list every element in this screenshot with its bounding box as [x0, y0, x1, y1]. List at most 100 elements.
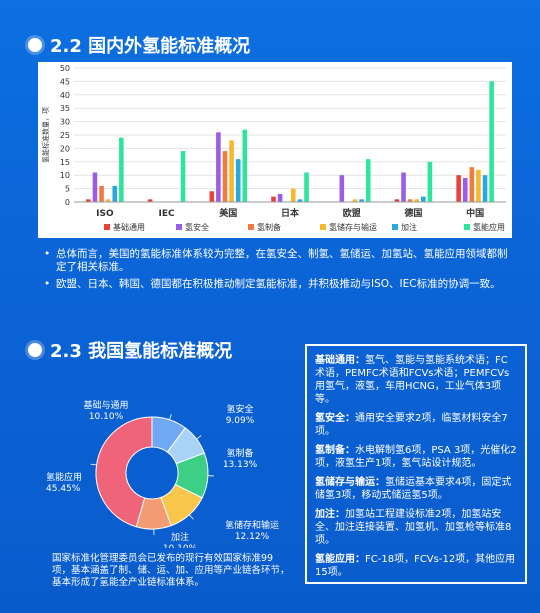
x-tick-label: ISO	[96, 209, 114, 219]
bar	[105, 199, 111, 202]
legend-label: 加注	[401, 222, 417, 232]
y-tick-label: 25	[60, 131, 70, 140]
slice-value-label: 9.09%	[226, 416, 255, 426]
slice-name-label: 氢安全	[226, 403, 253, 415]
y-tick-label: 50	[60, 64, 70, 73]
detail-label: 氢能应用：	[315, 554, 365, 565]
y-tick-label: 35	[60, 104, 70, 113]
bar	[339, 175, 345, 202]
x-tick-label: 日本	[281, 207, 300, 219]
detail-text: 氢储运基本要求4项，固定式储氢3项，移动式储运氢5项。	[315, 477, 512, 501]
y-tick-label: 10	[60, 171, 70, 180]
bar	[222, 151, 228, 202]
bar-chart: 0 5 10 15 20 25 30 35 40 45 50 氢能标准数量，项 ISO IEC 美国 日本 欧盟…	[41, 64, 506, 232]
bar	[277, 193, 283, 202]
detail-text: FC-18项，FCVs-12项，其他应用15项。	[315, 554, 516, 578]
bar	[229, 140, 234, 202]
slice-value-label: 10.10%	[163, 544, 198, 548]
summary-bullet: 总体而言，美国的氢能标准体系较为完整，在氢安全、制氢、氢储运、加氢站、氢能应用领…	[44, 248, 514, 274]
donut-chart: 基础与通用10.10%氢安全9.09%氢制备13.13%氢储存和输运12.12%…	[46, 399, 279, 554]
detail-label: 加注：	[315, 509, 345, 520]
detail-label: 基础通用：	[315, 355, 365, 366]
slice-value-label: 13.13%	[223, 460, 258, 470]
summary-bullets: 总体而言，美国的氢能标准体系较为完整，在氢安全、制氢、氢储运、加氢站、氢能应用领…	[44, 248, 514, 295]
detail-item: 基础通用：氢气、氢能与氢能系统术语；FC术语，PEMFC术语和FCVs术语；PE…	[315, 354, 517, 406]
slice-name-label: 氢能应用	[46, 471, 82, 483]
legend-label: 氢安全	[185, 222, 209, 232]
bar-chart-panel: 0 5 10 15 20 25 30 35 40 45 50 氢能标准数量，项 ISO IEC 美国 日本 欧盟…	[38, 62, 512, 238]
leader-line	[90, 463, 97, 466]
slice-value-label: 12.12%	[235, 532, 270, 542]
bar	[297, 199, 303, 202]
leader-line	[169, 413, 172, 420]
y-tick-label: 5	[65, 185, 70, 194]
bar	[180, 151, 186, 202]
bar	[99, 185, 104, 202]
bar	[462, 177, 468, 202]
detail-item: 氢制备：水电解制氢6项，PSA 3项，光催化2项，液氢生产1项，氢气站设计规范。	[315, 444, 517, 470]
legend-label: 氢制备	[257, 222, 281, 232]
pie-description: 国家标准化管理委员会已发布的现行有效国家标准99项，基本涵盖了制、储、运、加、应…	[52, 553, 290, 588]
x-tick-label: 德国	[404, 207, 422, 219]
bar	[476, 169, 481, 202]
y-tick-label: 20	[60, 144, 70, 153]
section-title-text: 2.3 我国氢能标准概况	[50, 341, 233, 362]
legend-swatch	[392, 224, 398, 230]
bar	[147, 199, 153, 202]
bar	[304, 172, 309, 202]
bar	[427, 161, 433, 202]
legend-swatch	[104, 224, 110, 230]
bar	[394, 199, 400, 202]
bar	[119, 137, 124, 202]
summary-bullet: 欧盟、日本、韩国、德国都在积极推动制定氢能标准，并积极推动与ISO、IEC标准的…	[44, 278, 514, 291]
detail-text: 氢气、氢能与氢能系统术语；FC术语，PEMFC术语和FCVs术语；PEMFCVs…	[315, 355, 510, 405]
leader-line	[189, 514, 194, 520]
bar	[359, 199, 364, 202]
bar	[489, 81, 494, 202]
detail-label: 氢制备：	[315, 445, 355, 456]
x-tick-label: 美国	[219, 207, 237, 219]
legend-label: 氢储存与输运	[329, 222, 377, 232]
legend-swatch	[464, 224, 470, 230]
bar	[271, 196, 276, 202]
bar	[421, 196, 426, 202]
y-axis-label: 氢能标准数量，项	[41, 107, 50, 163]
y-tick-label: 30	[60, 118, 70, 127]
y-tick-label: 45	[60, 77, 70, 86]
slice-name-label: 氢储存和输运	[225, 519, 279, 531]
detail-label: 氢储存与输运：	[315, 477, 385, 488]
bar	[235, 159, 241, 202]
legend-swatch	[176, 224, 182, 230]
section-title-china: 2.3 我国氢能标准概况	[28, 337, 232, 363]
detail-item: 氢安全：通用安全要求2项，临氢材料安全7项。	[315, 412, 517, 438]
detail-text: 水电解制氢6项，PSA 3项，光催化2项，液氢生产1项，氢气站设计规范。	[315, 445, 517, 469]
bar	[407, 199, 413, 202]
bar	[365, 159, 371, 202]
x-tick-label: IEC	[159, 209, 175, 219]
bar	[86, 199, 91, 202]
bar	[92, 172, 98, 202]
standards-detail-box: 基础通用：氢气、氢能与氢能系统术语；FC术语，PEMFC术语和FCVs术语；PE…	[305, 344, 527, 584]
bar	[456, 175, 461, 202]
section-title-intl: 2.2 国内外氢能标准概况	[28, 32, 250, 58]
detail-item: 氢储存与输运：氢储运基本要求4项，固定式储氢3项，移动式储运氢5项。	[315, 476, 517, 502]
slice-name-label: 基础与通用	[83, 399, 128, 411]
bar	[401, 172, 406, 202]
slice-value-label: 45.45%	[46, 484, 81, 494]
detail-item: 氢能应用：FC-18项，FCVs-12项，其他应用15项。	[315, 553, 517, 579]
bar	[216, 132, 221, 202]
detail-item: 加注：加氢站工程建设标准2项，加氢站安全、加注连接装置、加氢机、加氢枪等标准8项…	[315, 508, 517, 547]
bullet-circle-icon	[28, 38, 42, 52]
bar	[112, 185, 118, 202]
y-tick-label: 40	[60, 91, 70, 100]
legend-label: 氢能应用	[473, 222, 505, 232]
bar	[352, 199, 358, 202]
y-tick-label: 15	[60, 158, 70, 167]
detail-text: 通用安全要求2项，临氢材料安全7项。	[315, 413, 508, 437]
donut-slice	[95, 416, 153, 528]
y-tick-label: 0	[65, 198, 70, 207]
bar	[414, 199, 420, 202]
slice-value-label: 10.10%	[89, 412, 124, 422]
x-tick-label: 中国	[466, 207, 484, 219]
bar	[469, 167, 475, 202]
